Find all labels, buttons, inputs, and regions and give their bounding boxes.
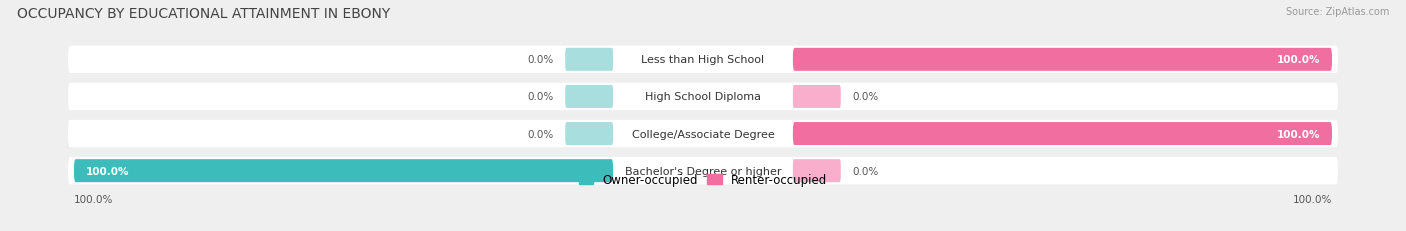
Text: 100.0%: 100.0% [75,194,114,204]
Text: 0.0%: 0.0% [527,92,553,102]
FancyBboxPatch shape [793,49,1331,72]
Text: 100.0%: 100.0% [1292,194,1331,204]
Text: High School Diploma: High School Diploma [645,92,761,102]
FancyBboxPatch shape [793,159,841,182]
FancyBboxPatch shape [67,120,1339,148]
Text: 0.0%: 0.0% [527,55,553,65]
Legend: Owner-occupied, Renter-occupied: Owner-occupied, Renter-occupied [574,169,832,191]
FancyBboxPatch shape [565,85,613,109]
Text: Bachelor's Degree or higher: Bachelor's Degree or higher [624,166,782,176]
FancyBboxPatch shape [565,122,613,146]
Text: Source: ZipAtlas.com: Source: ZipAtlas.com [1285,7,1389,17]
Text: 100.0%: 100.0% [86,166,129,176]
Text: 0.0%: 0.0% [853,166,879,176]
FancyBboxPatch shape [67,83,1339,111]
FancyBboxPatch shape [75,159,613,182]
Text: 100.0%: 100.0% [1277,129,1320,139]
Text: Less than High School: Less than High School [641,55,765,65]
Text: 0.0%: 0.0% [527,129,553,139]
Text: 100.0%: 100.0% [1277,55,1320,65]
Text: 0.0%: 0.0% [853,92,879,102]
FancyBboxPatch shape [67,46,1339,74]
FancyBboxPatch shape [67,157,1339,185]
FancyBboxPatch shape [793,122,1331,146]
Text: OCCUPANCY BY EDUCATIONAL ATTAINMENT IN EBONY: OCCUPANCY BY EDUCATIONAL ATTAINMENT IN E… [17,7,389,21]
FancyBboxPatch shape [793,85,841,109]
Text: College/Associate Degree: College/Associate Degree [631,129,775,139]
FancyBboxPatch shape [565,49,613,72]
